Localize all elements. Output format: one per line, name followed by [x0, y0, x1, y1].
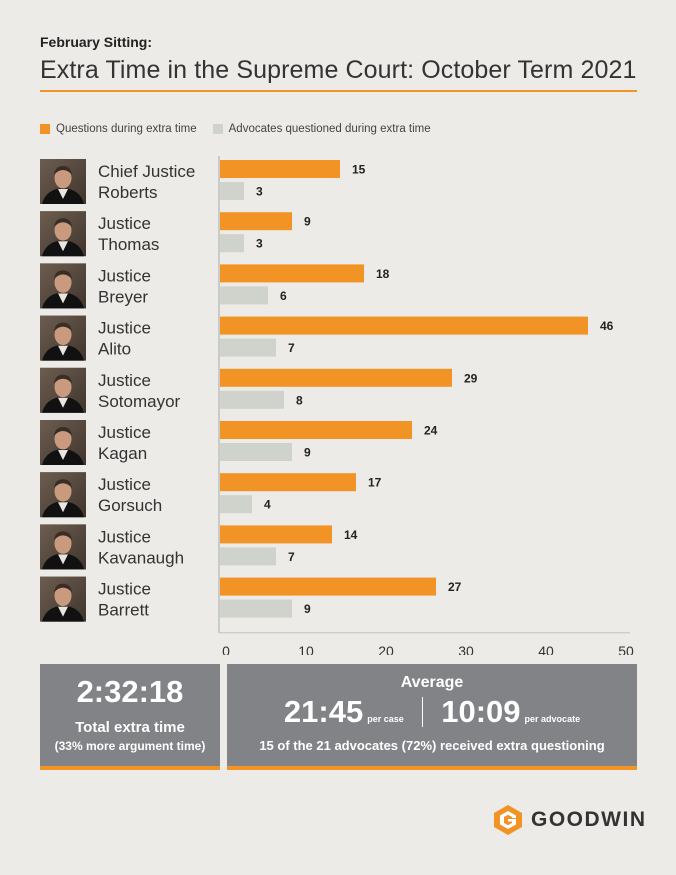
- justice-name: Barrett: [98, 601, 149, 620]
- value-label-advocates: 3: [256, 185, 263, 199]
- bar-questions: [220, 577, 436, 596]
- average-panel: Average 21:45 per case 10:09 per advocat…: [227, 664, 637, 770]
- title-rule: [40, 90, 637, 92]
- justice-name: Sotomayor: [98, 392, 181, 411]
- chart-kicker: February Sitting:: [40, 34, 153, 50]
- justice-portrait-icon: [40, 211, 86, 257]
- justice-name: Thomas: [98, 235, 159, 254]
- total-time-sub: (33% more argument time): [54, 739, 206, 753]
- justice-title: Justice: [98, 214, 151, 233]
- legend-label-questions: Questions during extra time: [56, 123, 197, 135]
- goodwin-logo-text: GOODWIN: [531, 808, 647, 831]
- justice-title: Justice: [98, 580, 151, 599]
- total-time-panel: 2:32:18 Total extra time (33% more argum…: [40, 664, 220, 770]
- justice-title: Justice: [98, 319, 151, 338]
- bar-questions: [220, 316, 588, 335]
- per-advocate-label: per advocate: [524, 714, 581, 724]
- justice-title: Chief Justice: [98, 162, 195, 181]
- justice-portrait-icon: [40, 576, 86, 622]
- value-label-questions: 9: [304, 215, 311, 229]
- per-case-label: per case: [367, 714, 404, 724]
- bar-advocates: [220, 443, 292, 461]
- justice-name: Kagan: [98, 444, 147, 463]
- justice-portrait-icon: [40, 420, 86, 465]
- per-advocate-value: 10:09: [441, 694, 521, 729]
- justice-title: Justice: [98, 371, 151, 390]
- bar-advocates: [220, 234, 244, 253]
- value-label-questions: 24: [424, 424, 438, 438]
- value-label-questions: 27: [448, 580, 462, 594]
- bar-questions: [220, 421, 412, 439]
- bar-questions: [220, 473, 356, 492]
- x-tick-label: 0: [222, 643, 230, 655]
- x-tick-label: 50: [618, 643, 634, 655]
- justice-portrait-icon: [40, 524, 86, 570]
- bar-questions: [220, 160, 340, 178]
- x-tick-label: 20: [378, 643, 394, 655]
- justice-name: Alito: [98, 340, 131, 359]
- goodwin-logo: GOODWIN: [494, 805, 647, 835]
- x-tick-label: 10: [298, 643, 314, 655]
- bar-advocates: [220, 182, 244, 200]
- legend-item-questions: Questions during extra time: [40, 123, 197, 135]
- average-divider: [421, 697, 424, 727]
- value-label-advocates: 7: [288, 341, 295, 355]
- bar-advocates: [220, 547, 276, 566]
- average-heading: Average: [400, 674, 464, 691]
- legend-swatch-questions: [40, 124, 50, 134]
- justice-portrait-icon: [40, 159, 86, 204]
- value-label-questions: 17: [368, 476, 382, 490]
- justice-name: Kavanaugh: [98, 548, 184, 567]
- average-values: 21:45 per case 10:09 per advocate: [227, 694, 637, 730]
- bar-questions: [220, 525, 332, 544]
- panel-accent-bar: [227, 766, 637, 770]
- bar-advocates: [220, 495, 252, 514]
- bar-questions: [220, 212, 292, 231]
- legend-item-advocates: Advocates questioned during extra time: [212, 123, 431, 135]
- bar-chart: Chief Justice Roberts Justice Thomas Justice…: [40, 156, 634, 655]
- advocates-note: 15 of the 21 advocates (72%) received ex…: [259, 738, 605, 753]
- value-label-questions: 29: [464, 371, 478, 385]
- value-label-advocates: 6: [280, 289, 287, 303]
- bar-advocates: [220, 599, 292, 618]
- justice-title: Justice: [98, 423, 151, 442]
- total-time-value: 2:32:18: [76, 674, 184, 709]
- goodwin-logo-icon: [494, 805, 522, 835]
- value-label-advocates: 8: [296, 393, 303, 407]
- value-label-advocates: 9: [304, 602, 311, 616]
- legend-swatch-advocates: [212, 124, 223, 134]
- legend: Questions during extra time Advocates qu…: [40, 123, 447, 135]
- value-label-questions: 46: [600, 319, 614, 333]
- justice-name: Breyer: [98, 287, 148, 306]
- justice-portrait-icon: [40, 472, 86, 518]
- x-tick-label: 40: [538, 643, 554, 655]
- x-tick-label: 30: [458, 643, 474, 655]
- justice-title: Justice: [98, 475, 151, 494]
- panel-accent-bar: [40, 766, 220, 770]
- legend-label-advocates: Advocates questioned during extra time: [228, 123, 431, 135]
- value-label-questions: 18: [376, 267, 390, 281]
- value-label-questions: 14: [344, 528, 358, 542]
- justice-name: Roberts: [98, 183, 158, 202]
- bar-questions: [220, 368, 452, 387]
- bar-advocates: [220, 286, 268, 305]
- bar-advocates: [220, 338, 276, 357]
- value-label-advocates: 9: [304, 446, 311, 460]
- justice-portrait-icon: [40, 315, 86, 361]
- justice-portrait-icon: [40, 263, 86, 309]
- value-label-advocates: 7: [288, 550, 295, 564]
- justice-portrait-icon: [40, 367, 86, 413]
- bar-questions: [220, 264, 364, 283]
- value-label-advocates: 3: [256, 237, 263, 251]
- per-case-value: 21:45: [283, 694, 364, 729]
- justice-title: Justice: [98, 266, 151, 285]
- justice-title: Justice: [98, 527, 151, 546]
- bar-advocates: [220, 390, 284, 409]
- justice-name: Gorsuch: [98, 496, 162, 515]
- value-label-questions: 15: [352, 163, 366, 177]
- chart-title: Extra Time in the Supreme Court: October…: [40, 56, 637, 84]
- value-label-advocates: 4: [264, 498, 271, 512]
- total-time-label: Total extra time: [75, 719, 185, 736]
